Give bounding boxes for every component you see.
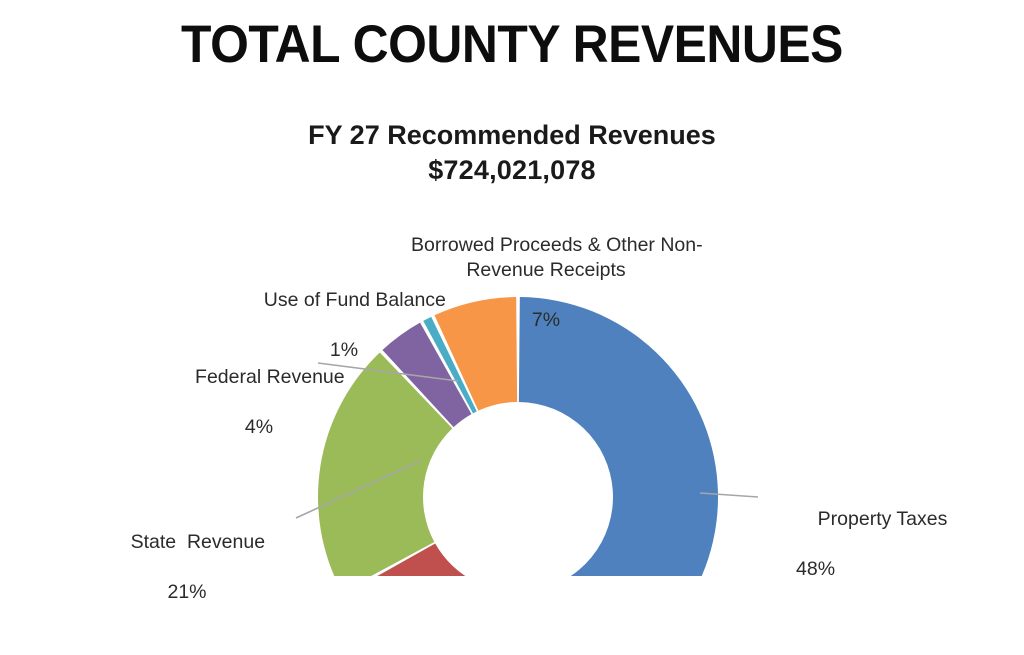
donut-slice-other-revenues[interactable] <box>344 543 542 576</box>
data-label-property-taxes-pct: 48% <box>796 558 836 580</box>
data-label-use-of-fund-balance-pct: 1% <box>329 339 359 361</box>
chart-title: FY 27 Recommended Revenues $724,021,078 <box>0 118 1024 188</box>
data-label-use-of-fund-balance-text: Use of Fund Balance <box>263 289 446 311</box>
donut-slice-property-taxes[interactable] <box>518 297 718 576</box>
donut-chart-svg <box>295 297 759 576</box>
leader-line-state-revenue <box>295 460 421 519</box>
chart-title-line1: FY 27 Recommended Revenues <box>308 120 716 150</box>
data-label-federal-revenue-pct: 4% <box>244 416 274 438</box>
leader-line-federal-revenue <box>317 362 459 382</box>
data-label-property-taxes: Property Taxes 48% <box>796 482 996 632</box>
donut-chart <box>295 297 759 576</box>
donut-slice-federal-revenue[interactable] <box>382 322 472 428</box>
data-label-federal-revenue-text: Federal Revenue <box>195 366 345 388</box>
data-label-borrowed-proceeds-text: Borrowed Proceeds & Other Non- Revenue R… <box>411 234 703 281</box>
leader-line-property-taxes <box>699 492 759 498</box>
leader-line-group <box>295 362 759 519</box>
data-label-state-revenue: State Revenue 21% <box>80 505 294 655</box>
data-label-property-taxes-text: Property Taxes <box>817 508 948 530</box>
data-label-state-revenue-pct: 21% <box>167 581 207 603</box>
page-title: TOTAL COUNTY REVENUES <box>181 15 843 74</box>
data-label-federal-revenue: Federal Revenue 4% <box>152 340 366 490</box>
data-label-use-of-fund-balance: Use of Fund Balance 1% <box>226 263 462 413</box>
chart-total-value: $724,021,078 <box>428 155 596 185</box>
donut-slice-group <box>318 297 718 576</box>
slide-canvas: TOTAL COUNTY REVENUES FY 27 Recommended … <box>0 15 1024 603</box>
donut-slice-state-revenue[interactable] <box>318 352 453 576</box>
donut-slice-use-of-fund-balance[interactable] <box>423 316 477 414</box>
donut-slice-borrowed-proceeds[interactable] <box>434 297 518 411</box>
data-label-borrowed-proceeds-pct: 7% <box>531 309 561 331</box>
data-label-borrowed-proceeds: Borrowed Proceeds & Other Non- Revenue R… <box>386 208 706 383</box>
data-label-state-revenue-text: State Revenue <box>130 531 266 553</box>
